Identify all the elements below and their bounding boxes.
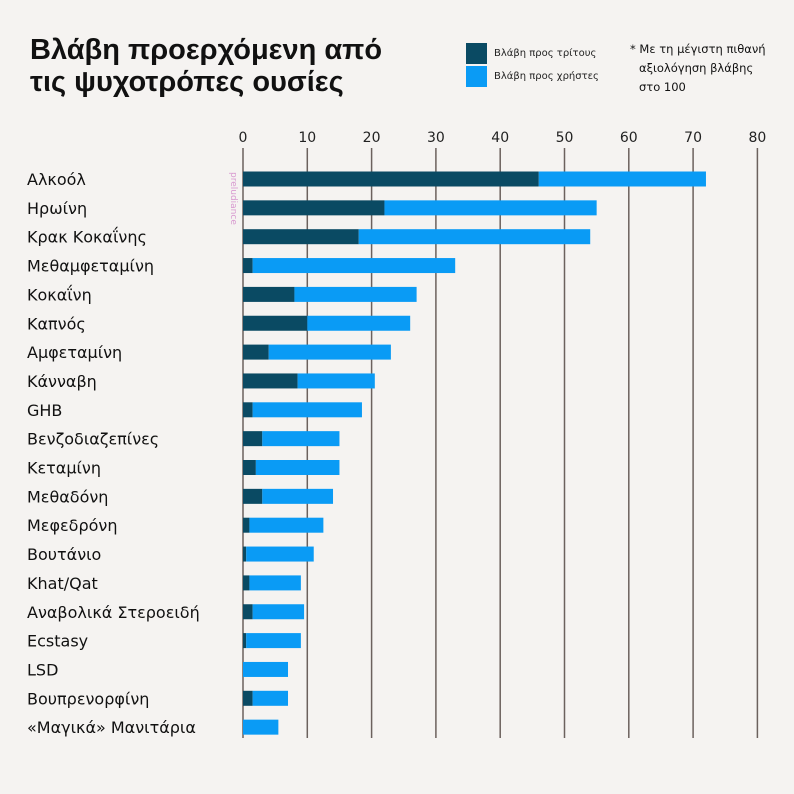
category-label: «Μαγικά» Μανιτάρια xyxy=(27,718,196,737)
category-label: Κοκαΐνη xyxy=(27,284,92,304)
x-tick-label-40: 40 xyxy=(491,130,509,146)
bar-user-harm xyxy=(243,719,279,735)
bar-user-harm xyxy=(249,575,301,591)
bar-third-party-harm xyxy=(243,171,539,187)
bar-user-harm xyxy=(268,344,391,360)
bar-third-party-harm xyxy=(243,286,295,302)
category-label: Κρακ Κοκαΐνης xyxy=(27,227,147,247)
bar-user-harm xyxy=(358,229,591,245)
category-label: Ηρωίνη xyxy=(27,199,87,218)
x-tick-label-0: 0 xyxy=(239,130,248,146)
footnote-line-1: * Με τη μέγιστη πιθανή xyxy=(630,42,766,56)
bar-user-harm xyxy=(249,517,324,533)
chart-title-line-1: Βλάβη προερχόμενη από xyxy=(30,34,383,66)
bar-third-party-harm xyxy=(243,604,253,620)
category-label: Αμφεταμίνη xyxy=(27,343,122,362)
x-tick-label-30: 30 xyxy=(427,130,445,146)
category-label: LSD xyxy=(27,660,58,679)
category-label: GHB xyxy=(27,401,62,420)
bar-user-harm xyxy=(252,402,362,418)
category-label: Κεταμίνη xyxy=(27,459,101,478)
bar-user-harm xyxy=(297,373,375,389)
chart-title: Βλάβη προερχόμενη από τις ψυχοτρόπες ουσ… xyxy=(30,34,410,98)
x-tick-label-80: 80 xyxy=(748,130,766,146)
bar-third-party-harm xyxy=(243,373,298,389)
bar-third-party-harm xyxy=(243,315,308,331)
bar-user-harm xyxy=(262,431,340,447)
bar-user-harm xyxy=(252,258,456,274)
legend-item-users: Βλάβη προς χρήστες xyxy=(466,65,599,87)
bar-third-party-harm xyxy=(243,460,256,475)
bar-user-harm xyxy=(307,315,411,331)
category-label: Βενζοδιαζεπίνες xyxy=(27,430,159,449)
x-tick-label-60: 60 xyxy=(620,130,638,146)
legend: Βλάβη προς τρίτους Βλάβη προς χρήστες xyxy=(466,42,599,88)
bar-third-party-harm xyxy=(243,690,253,706)
bar-user-harm xyxy=(262,488,334,504)
footnote-line-3: στο 100 xyxy=(639,80,686,94)
bar-user-harm xyxy=(255,460,340,475)
bar-third-party-harm xyxy=(243,575,250,591)
category-label: Αλκοόλ xyxy=(27,170,86,189)
category-label: Αναβολικά Στεροειδή xyxy=(27,603,200,622)
bar-third-party-harm xyxy=(243,258,253,274)
category-label: Μεφεδρόνη xyxy=(27,516,117,535)
bar-third-party-harm xyxy=(243,344,269,360)
bar-third-party-harm xyxy=(243,633,247,649)
legend-swatch-third-parties xyxy=(466,42,487,64)
category-label: Καπνός xyxy=(27,314,86,333)
category-label: Μεθαμφεταμίνη xyxy=(27,257,154,276)
bar-third-party-harm xyxy=(243,431,263,447)
bar-third-party-harm xyxy=(243,200,385,216)
legend-label-third-parties: Βλάβη προς τρίτους xyxy=(494,47,597,59)
bar-user-harm xyxy=(246,546,314,562)
watermark-text: preludiance xyxy=(228,172,238,225)
category-label: Βουτάνιο xyxy=(27,545,101,564)
bar-third-party-harm xyxy=(243,488,263,504)
category-label: Ecstasy xyxy=(27,632,88,651)
legend-item-third-parties: Βλάβη προς τρίτους xyxy=(466,42,599,64)
bar-user-harm xyxy=(384,200,597,216)
bar-user-harm xyxy=(538,171,706,187)
bar-user-harm xyxy=(252,690,289,706)
category-label: Κάνναβη xyxy=(27,372,97,391)
bar-third-party-harm xyxy=(243,402,253,418)
bar-user-harm xyxy=(246,633,301,649)
x-tick-label-10: 10 xyxy=(298,130,316,146)
bar-third-party-harm xyxy=(243,546,247,562)
footnote-line-2: αξιολόγηση βλάβης xyxy=(639,61,754,75)
category-label: Μεθαδόνη xyxy=(27,487,108,506)
x-tick-label-50: 50 xyxy=(556,130,574,146)
bar-third-party-harm xyxy=(243,229,359,245)
bar-user-harm xyxy=(243,661,289,677)
category-label: Βουπρενορφίνη xyxy=(27,689,149,708)
category-label: Khat/Qat xyxy=(27,574,98,593)
bar-third-party-harm xyxy=(243,517,250,533)
bar-user-harm xyxy=(294,286,417,302)
x-tick-label-70: 70 xyxy=(684,130,702,146)
legend-swatch-users xyxy=(466,65,487,87)
bar-user-harm xyxy=(252,604,305,620)
chart-title-line-2: τις ψυχοτρόπες ουσίες xyxy=(30,66,344,98)
footnote: * Με τη μέγιστη πιθανή αξιολόγηση βλάβης… xyxy=(630,40,790,97)
x-tick-label-20: 20 xyxy=(363,130,381,146)
legend-label-users: Βλάβη προς χρήστες xyxy=(494,70,599,82)
